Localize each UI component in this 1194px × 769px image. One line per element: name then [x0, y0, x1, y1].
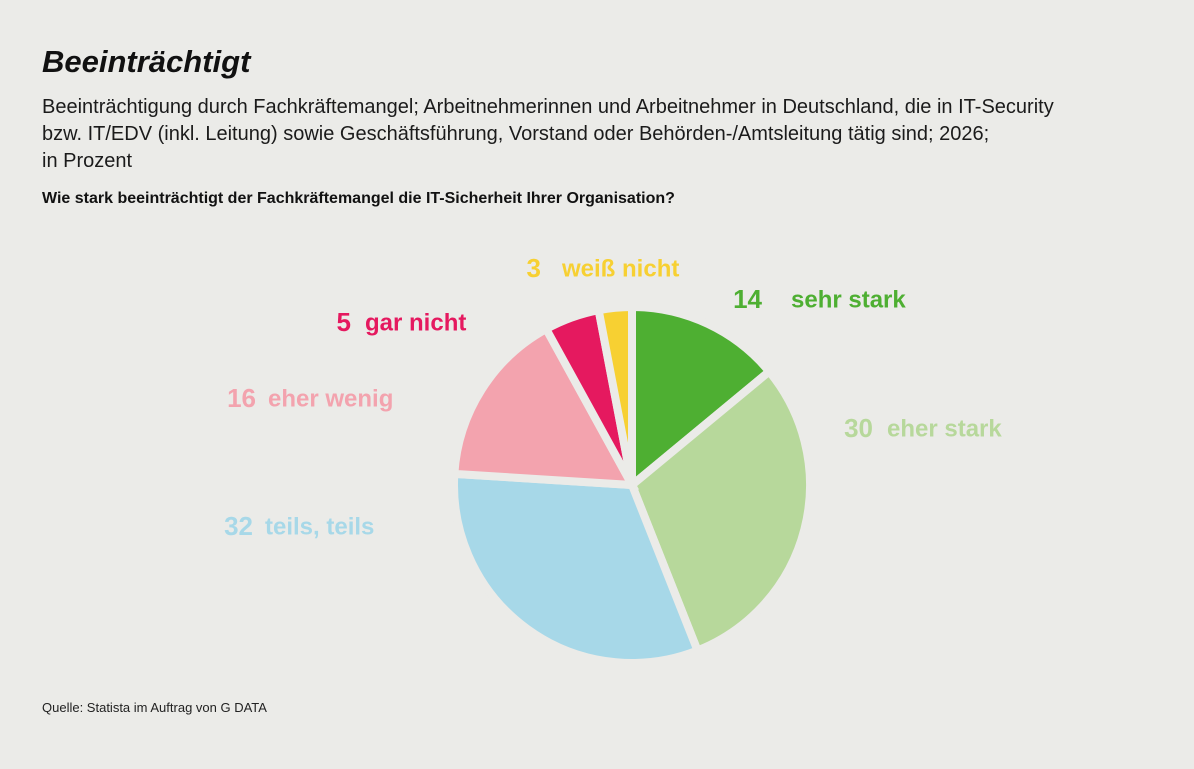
- pie-slice-eher-wenig: [450, 323, 640, 490]
- value-label-sehr-stark: 14: [733, 284, 762, 314]
- category-label-gar-nicht: gar nicht: [365, 309, 466, 336]
- category-label-teils-teils: teils, teils: [265, 513, 374, 540]
- category-label-sehr-stark: sehr stark: [791, 286, 906, 313]
- chart-subtitle: Beeinträchtigung durch Fachkräftemangel;…: [42, 94, 1162, 175]
- pie-slice-sehr-stark: [628, 302, 775, 494]
- category-label-eher-stark: eher stark: [887, 415, 1002, 442]
- value-label-eher-stark: 30: [844, 413, 873, 443]
- chart-title: Beeinträchtigt: [42, 44, 251, 79]
- category-label-weiß-nicht: weiß nicht: [561, 255, 679, 282]
- value-label-gar-nicht: 5: [337, 307, 351, 337]
- survey-question: Wie stark beeinträchtigt der Fachkräftem…: [42, 190, 675, 207]
- subtitle-line-2: bzw. IT/EDV (inkl. Leitung) sowie Geschä…: [42, 123, 990, 145]
- category-label-eher-wenig: eher wenig: [268, 385, 393, 412]
- subtitle-line-1: Beeinträchtigung durch Fachkräftemangel;…: [42, 96, 1054, 118]
- pie-slice-eher-stark: [627, 365, 814, 656]
- value-label-eher-wenig: 16: [227, 383, 256, 413]
- subtitle-line-3: in Prozent: [42, 150, 133, 172]
- source-note: Quelle: Statista im Auftrag von G DATA: [42, 700, 267, 715]
- pie-slice-teils-teils: [450, 469, 703, 667]
- value-label-teils-teils: 32: [224, 511, 253, 541]
- pie-slice-weiß-nicht: [593, 302, 636, 486]
- value-label-weiß-nicht: 3: [527, 253, 541, 283]
